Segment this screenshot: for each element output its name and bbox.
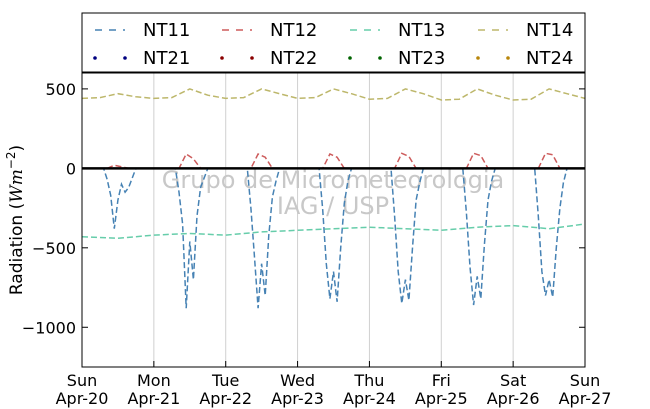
series-line-nt12	[106, 152, 561, 170]
plot-area: Grupo de Micrometeorologia IAG / USP	[81, 72, 586, 368]
svg-text:Radiation (Wm−2): Radiation (Wm−2)	[4, 145, 27, 295]
x-tick-label-date-4: Apr-24	[343, 389, 396, 408]
y-axis-label-exponent: −2	[4, 151, 18, 169]
plot-background	[82, 73, 585, 367]
legend-swatch-dot-b-nt22	[250, 56, 254, 60]
watermark-line-2: IAG / USP	[277, 192, 389, 220]
x-tick-label-day-6: Sat	[500, 371, 526, 390]
x-axis: SunApr-20MonApr-21TueApr-22WedApr-23ThuA…	[56, 361, 612, 408]
series-line-nt14	[81, 88, 586, 101]
legend-label-nt21: NT21	[143, 48, 190, 69]
x-tick-label-date-1: Apr-21	[127, 389, 180, 408]
legend-swatch-dot-b-nt21	[123, 56, 127, 60]
series-line-nt11	[82, 167, 568, 309]
legend: NT11 NT12 NT13 NT14 NT21 NT22 NT23 NT24	[81, 12, 586, 73]
y-tick-label-2: −500	[32, 239, 76, 258]
y-axis: 500 0 −500 −1000	[22, 80, 585, 337]
y-tick-label-1: 0	[66, 159, 76, 178]
x-tick-label-date-5: Apr-25	[415, 389, 468, 408]
y-axis-label-close: )	[7, 145, 27, 152]
x-tick-label-date-7: Apr-27	[559, 389, 612, 408]
legend-label-nt14: NT14	[526, 20, 573, 41]
plot-frame	[81, 72, 586, 368]
x-tick-label-day-5: Fri	[432, 371, 451, 390]
y-axis-label: Radiation (Wm−2)	[4, 145, 27, 295]
legend-swatch-dot-a-nt22	[220, 56, 224, 60]
x-tick-label-date-2: Apr-22	[199, 389, 252, 408]
x-tick-label-day-3: Wed	[280, 371, 315, 390]
legend-label-nt23: NT23	[398, 48, 445, 69]
watermark-line-1: Grupo de Micrometeorologia	[162, 166, 504, 194]
legend-swatch-dot-a-nt21	[93, 56, 97, 60]
legend-swatch-dot-b-nt23	[378, 56, 382, 60]
y-axis-label-text: Radiation (	[7, 203, 27, 295]
legend-swatch-dot-b-nt24	[506, 56, 510, 60]
x-tick-label-date-6: Apr-26	[487, 389, 540, 408]
legend-label-nt22: NT22	[270, 48, 317, 69]
x-tick-label-day-2: Tue	[211, 371, 239, 390]
legend-label-nt13: NT13	[398, 20, 445, 41]
legend-swatch-dot-a-nt23	[348, 56, 352, 60]
y-axis-label-symbol: Wm	[7, 169, 27, 203]
gridlines	[153, 73, 514, 367]
legend-frame	[81, 12, 586, 73]
x-tick-label-day-0: Sun	[67, 371, 97, 390]
y-tick-label-0: 500	[45, 80, 76, 99]
legend-label-nt24: NT24	[526, 48, 573, 69]
legend-label-nt11: NT11	[143, 20, 190, 41]
x-tick-label-day-1: Mon	[137, 371, 171, 390]
x-tick-label-date-3: Apr-23	[271, 389, 324, 408]
legend-label-nt12: NT12	[270, 20, 317, 41]
x-tick-label-day-7: Sun	[570, 371, 600, 390]
legend-swatch-dot-a-nt24	[476, 56, 480, 60]
x-tick-label-day-4: Thu	[353, 371, 384, 390]
series-line-nt13	[81, 223, 586, 240]
x-tick-label-date-0: Apr-20	[56, 389, 109, 408]
y-tick-label-3: −1000	[22, 318, 76, 337]
